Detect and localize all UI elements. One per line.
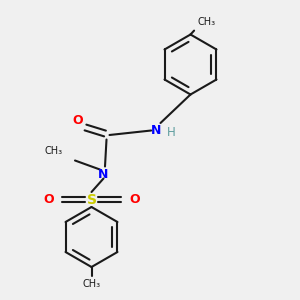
Text: O: O — [44, 193, 54, 206]
Text: CH₃: CH₃ — [197, 17, 215, 27]
Text: S: S — [86, 193, 97, 206]
Text: N: N — [98, 167, 109, 181]
Text: CH₃: CH₃ — [82, 279, 100, 289]
Text: O: O — [129, 193, 140, 206]
Text: O: O — [73, 113, 83, 127]
Text: H: H — [167, 126, 176, 140]
Text: CH₃: CH₃ — [45, 146, 63, 156]
Text: N: N — [151, 124, 161, 137]
